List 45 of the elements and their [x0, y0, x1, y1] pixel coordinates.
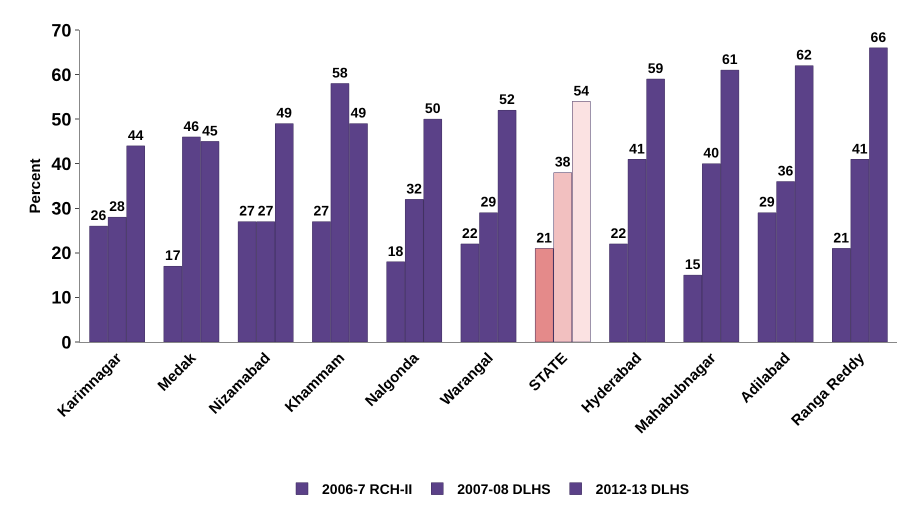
y-tick-label: 10	[51, 288, 72, 308]
data-label: 22	[610, 224, 626, 241]
data-label: 59	[648, 60, 664, 76]
data-label: 27	[258, 202, 274, 219]
data-label: 46	[184, 118, 200, 134]
legend-label: 2007-08 DLHS	[457, 481, 551, 498]
legend-label: 2006-7 RCH-II	[322, 481, 412, 498]
data-label: 38	[554, 154, 571, 170]
data-label: 41	[629, 140, 645, 156]
data-label: 21	[833, 229, 850, 246]
data-label: 66	[870, 28, 886, 45]
y-tick-label: 30	[51, 198, 72, 219]
data-label: 27	[239, 202, 256, 219]
data-label: 21	[536, 229, 552, 246]
data-label: 52	[499, 91, 515, 108]
data-label: 29	[480, 194, 496, 210]
data-label: 49	[276, 104, 292, 121]
data-label: 17	[164, 247, 181, 264]
data-label: 44	[128, 126, 144, 143]
data-label: 50	[424, 100, 441, 116]
y-tick-label: 50	[51, 109, 72, 130]
y-tick-label: 60	[51, 64, 72, 85]
data-label: 54	[573, 82, 590, 98]
data-label: 27	[313, 202, 330, 219]
data-label: 58	[332, 64, 348, 80]
y-tick-label: 0	[61, 332, 72, 352]
y-tick-label: 20	[51, 243, 72, 264]
data-label: 22	[462, 224, 478, 241]
data-label: 41	[852, 140, 868, 156]
data-label: 26	[90, 207, 106, 224]
legend-label: 2012-13 DLHS	[596, 481, 690, 498]
data-label: 29	[759, 194, 775, 210]
data-label: 28	[109, 198, 126, 214]
data-label: 18	[388, 242, 404, 259]
data-label: 61	[722, 51, 738, 68]
y-tick-label: 70	[51, 20, 72, 40]
data-label: 40	[703, 144, 720, 161]
data-label: 32	[406, 180, 422, 196]
data-label: 62	[796, 46, 812, 63]
y-axis-title: Percent	[27, 158, 44, 214]
y-tick-label: 40	[51, 154, 72, 174]
data-label: 36	[778, 162, 794, 179]
data-label: 15	[684, 256, 701, 272]
data-label: 49	[350, 104, 366, 121]
data-label: 45	[202, 122, 218, 138]
